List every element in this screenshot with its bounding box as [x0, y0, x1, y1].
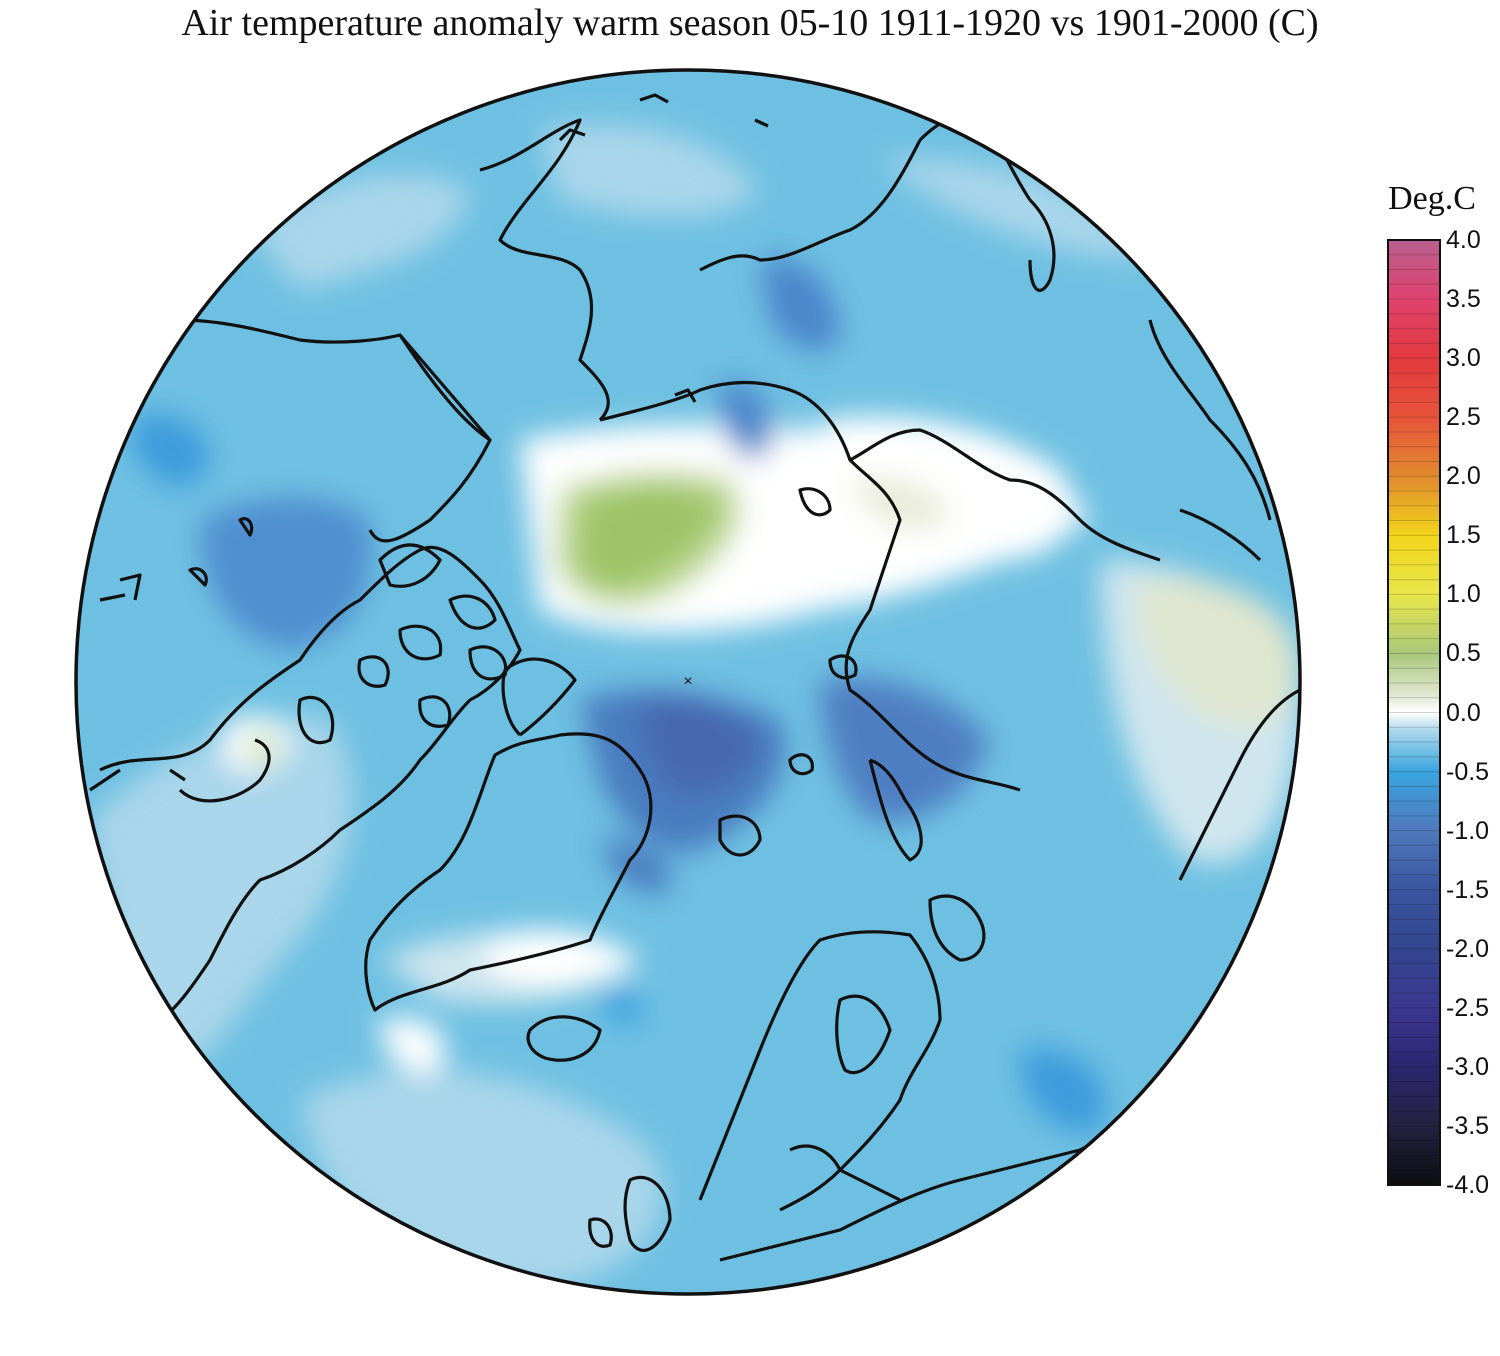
- colorbar-tick-label: -2.0: [1446, 934, 1490, 963]
- colorbar-tick-label: -3.5: [1446, 1111, 1490, 1140]
- coastline-japan-sea: [1148, 319, 1272, 521]
- coastline-white-sea: [928, 894, 986, 962]
- coastline-novaya-zemlya: [868, 758, 923, 862]
- colorbar-tick-label: -3.0: [1446, 1052, 1490, 1081]
- colorbar: [1387, 239, 1441, 1186]
- coastline-britain: [623, 1175, 672, 1252]
- colorbar-tick-label: -0.5: [1446, 757, 1490, 786]
- coastline-finland: [835, 994, 892, 1075]
- coastline-franz-josef: [828, 654, 858, 680]
- coastline-okhotsk: [1028, 198, 1056, 292]
- map-frame: [74, 68, 1302, 1296]
- coastline-svalbard: [718, 753, 814, 857]
- colorbar-tick-label: -1.0: [1446, 816, 1490, 845]
- colorbar-tick-label: 0.0: [1446, 698, 1481, 727]
- map-title: Air temperature anomaly warm season 05-1…: [181, 2, 1319, 44]
- coastline-baltic: [789, 1144, 901, 1202]
- coastline-scandinavia: [698, 930, 942, 1212]
- colorbar-tick-label: 3.5: [1446, 285, 1481, 314]
- colorbar-tick-label: 3.0: [1446, 344, 1481, 373]
- coastline-greenland: [364, 732, 653, 1012]
- colorbar-tick-label: -1.5: [1446, 875, 1490, 904]
- legend-title: Deg.C: [1388, 180, 1476, 217]
- colorbar-gradient: [1387, 239, 1441, 1186]
- coastline-china-east: [1179, 508, 1262, 562]
- coastline-taymyr: [699, 139, 922, 272]
- coastline-ireland: [588, 1217, 613, 1248]
- colorbar-tick-label: 2.0: [1446, 462, 1481, 491]
- coastline-arctic-islands: [297, 543, 508, 745]
- colorbar-tick-label: 0.5: [1446, 639, 1481, 668]
- colorbar-tick-label: -4.0: [1446, 1171, 1490, 1199]
- coastline-siberia-east: [479, 118, 610, 422]
- coastline-kara: [849, 428, 1161, 562]
- coastline-bering-islands: [558, 93, 769, 142]
- coastline-iceland: [526, 1015, 602, 1062]
- colorbar-tick-label: -2.5: [1446, 993, 1490, 1022]
- colorbar-tick-label: 1.0: [1446, 580, 1481, 609]
- coastline-greenland-north: [501, 657, 577, 737]
- coastline-alaska: [179, 318, 492, 543]
- coastline-small-islands: [89, 388, 832, 792]
- coastline-ural-east: [1178, 688, 1300, 881]
- coastline-siberia-north: [599, 380, 1021, 792]
- coastline-hudson-bay: [178, 738, 271, 803]
- coastline-canada: [99, 545, 522, 1022]
- colorbar-tick-label: 1.5: [1446, 521, 1481, 550]
- coastlines: [89, 93, 1300, 1262]
- colorbar-tick-label: 4.0: [1446, 226, 1481, 254]
- north-pole-marker: ×: [683, 673, 692, 690]
- colorbar-tick-label: 2.5: [1446, 403, 1481, 432]
- border-alaska-canada: [398, 333, 492, 442]
